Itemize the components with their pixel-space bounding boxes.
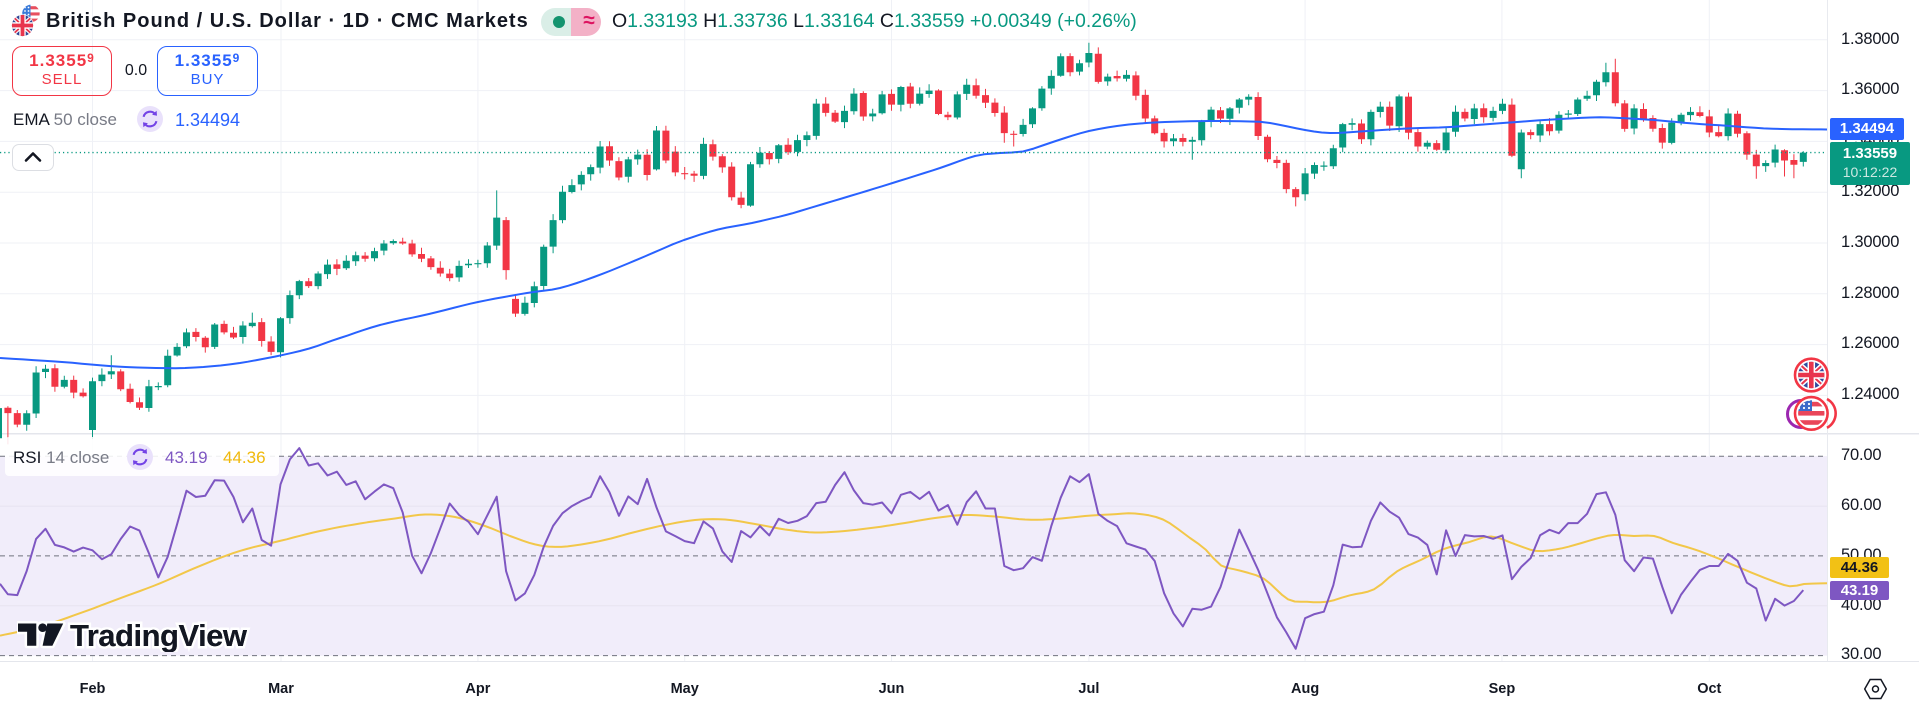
svg-text:TradingView: TradingView [70, 620, 248, 652]
svg-text:TradingView: TradingView [70, 620, 248, 652]
